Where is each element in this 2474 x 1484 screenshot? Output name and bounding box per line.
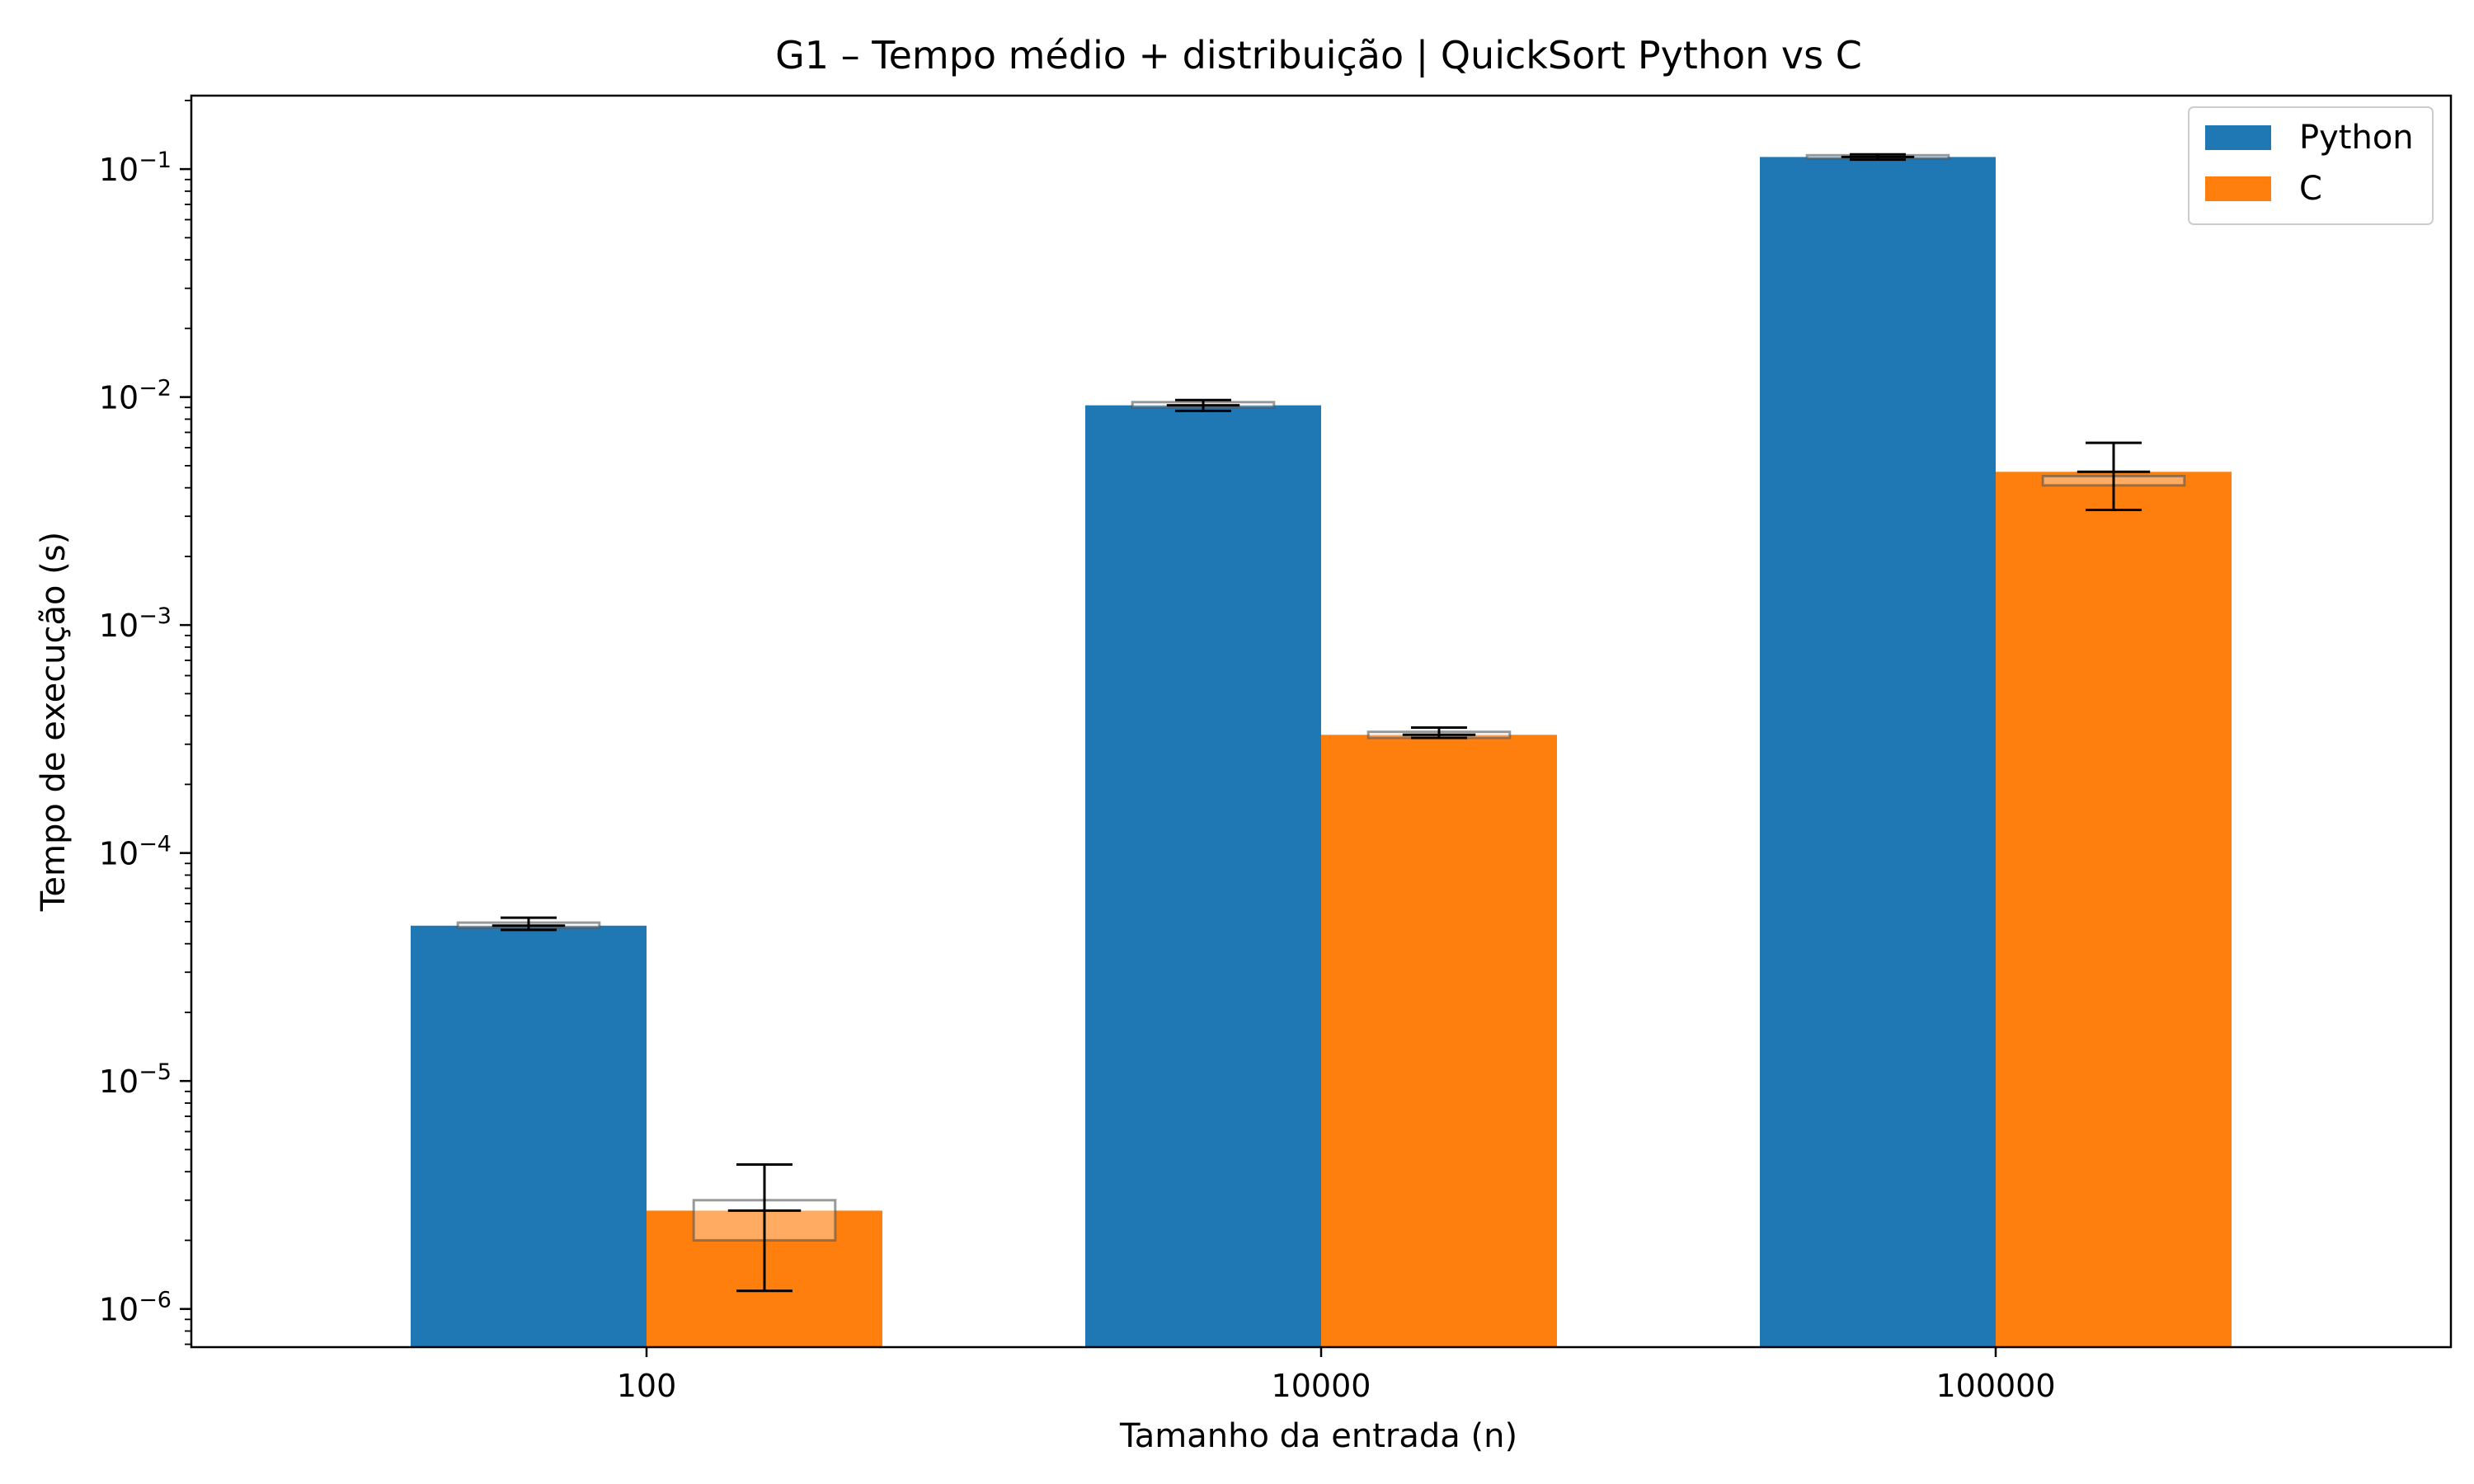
x-axis-label: Tamanho da entrada (n) [1119,1417,1517,1455]
y-tick-label-5: 10−1 [99,148,172,188]
legend-swatch-c [2205,176,2271,201]
y-tick-label-1: 10−5 [99,1059,172,1100]
bar-python-100 [411,925,647,1347]
y-tick-label-2: 10−4 [99,832,172,872]
bar-python-100000 [1760,157,1996,1347]
y-tick-label-3: 10−3 [99,603,172,644]
legend-label-python: Python [2299,119,2414,157]
bar-python-10000 [1085,405,1321,1347]
plot-area [411,153,2232,1348]
y-tick-label-4: 10−2 [99,376,172,416]
x-tick-label-100000: 100000 [1935,1368,2055,1404]
chart-title: G1 – Tempo médio + distribuição | QuickS… [775,33,1862,78]
x-tick-label-10000: 10000 [1272,1368,1371,1404]
legend-label-c: C [2299,170,2322,208]
legend-swatch-python [2205,125,2271,150]
bar-c-100000 [1996,472,2232,1348]
legend: Python C [2188,106,2434,225]
x-tick-label-100: 100 [617,1368,677,1404]
y-axis-label: Tempo de execução (s) [35,532,73,913]
y-tick-label-0: 10−6 [99,1288,172,1328]
axes: 100 10000 100000 10−6 10−5 10−4 10−3 10−2 10−1 [99,94,2453,1404]
bar-c-10000 [1321,735,1557,1347]
